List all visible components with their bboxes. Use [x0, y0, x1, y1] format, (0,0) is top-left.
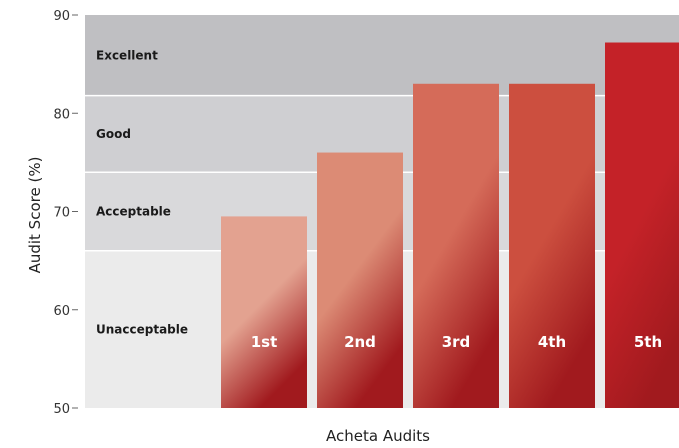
bar-1st	[221, 216, 307, 408]
bar-3rd	[413, 83, 499, 409]
band-labels: Unacceptable Acceptable Good Excellent	[96, 48, 188, 336]
y-tick-label: 90	[53, 9, 70, 24]
bar-label-4th: 4th	[538, 333, 566, 351]
bar-2nd	[317, 152, 403, 408]
bar-label-3rd: 3rd	[442, 333, 471, 351]
bars: 1st 2nd 3rd 4th 5th	[221, 42, 679, 409]
bar-4th	[509, 83, 595, 409]
y-tick-label: 50	[53, 402, 70, 417]
band-label-unacceptable: Unacceptable	[96, 322, 188, 336]
x-axis-title: Acheta Audits	[326, 427, 430, 445]
y-axis-title: Audit Score (%)	[26, 157, 44, 274]
bar-5th	[605, 42, 679, 408]
bar-label-2nd: 2nd	[344, 333, 376, 351]
band-excellent	[85, 15, 679, 96]
band-label-acceptable: Acceptable	[96, 205, 171, 219]
y-tick-label: 60	[53, 304, 70, 319]
band-label-excellent: Excellent	[96, 48, 158, 62]
y-tick-label: 70	[53, 206, 70, 221]
y-tick-label: 80	[53, 107, 70, 122]
y-axis: 50 60 70 80 90	[53, 9, 78, 417]
bar-label-5th: 5th	[634, 333, 662, 351]
band-label-good: Good	[96, 127, 131, 141]
bar-label-1st: 1st	[251, 333, 278, 351]
